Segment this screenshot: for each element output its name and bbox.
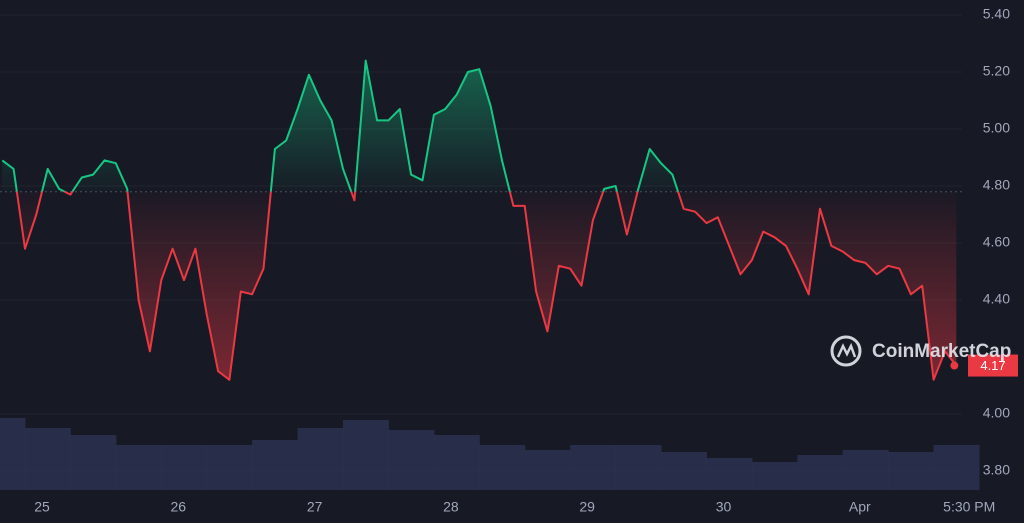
watermark-logo-mark (836, 342, 857, 358)
volume-bar (252, 440, 299, 490)
x-tick-label: 5:30 PM (943, 499, 995, 515)
volume-bar (706, 458, 753, 490)
volume-bar (297, 428, 344, 490)
x-tick-label: 30 (716, 499, 732, 515)
y-tick-label: 5.00 (983, 120, 1010, 136)
volume-bar (206, 445, 253, 490)
volume-bar (615, 445, 662, 490)
volume-bar (524, 450, 571, 490)
y-tick-label: 5.20 (983, 63, 1010, 79)
last-point (950, 361, 959, 370)
volume-bar (24, 428, 71, 490)
x-tick-label: Apr (849, 499, 871, 515)
volume-bar (115, 445, 162, 490)
volume-bar (0, 418, 26, 490)
y-tick-label: 3.80 (983, 462, 1010, 478)
volume-bar (888, 452, 935, 490)
volume-bar (842, 450, 889, 490)
volume-bar (661, 452, 707, 490)
volume-bar (70, 435, 117, 490)
x-tick-label: 29 (579, 499, 595, 515)
volume-bar (343, 420, 389, 490)
volume-bar (161, 445, 208, 490)
y-tick-label: 4.40 (983, 291, 1010, 307)
x-tick-label: 28 (443, 499, 459, 515)
y-tick-label: 4.00 (983, 405, 1010, 421)
x-tick-label: 27 (307, 499, 323, 515)
price-tag-label: 4.17 (980, 358, 1005, 373)
x-tick-label: 26 (171, 499, 187, 515)
y-tick-label: 5.40 (983, 6, 1010, 22)
price-tag (968, 354, 1018, 377)
volume-bar (797, 455, 844, 490)
watermark: CoinMarketCap (830, 335, 1011, 367)
volume-bar (388, 430, 435, 490)
watermark-logo (830, 335, 862, 367)
volume-bar (751, 462, 798, 490)
volume-bar (570, 445, 617, 490)
y-tick-label: 4.60 (983, 234, 1010, 250)
volume-bar (479, 445, 526, 490)
price-line (1, 59, 958, 381)
area (2, 60, 957, 380)
volume-bar (433, 435, 480, 490)
y-tick-label: 4.80 (983, 177, 1010, 193)
volume-bar (933, 445, 980, 490)
watermark-text: CoinMarketCap (872, 341, 1011, 362)
x-tick-label: 25 (34, 499, 50, 515)
